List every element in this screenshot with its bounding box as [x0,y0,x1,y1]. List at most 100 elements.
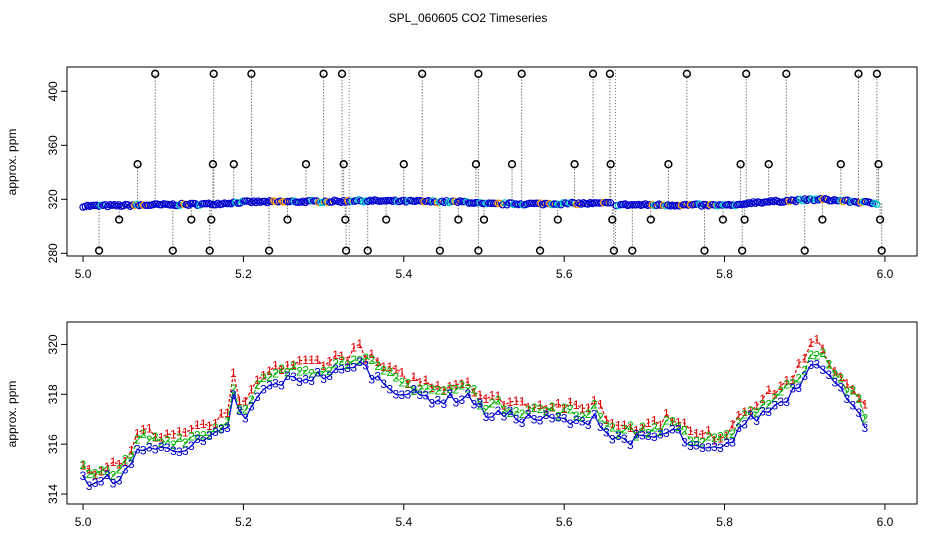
series-2-marker: 2 [392,371,399,385]
series-3-marker: 3 [429,397,436,411]
series-3-marker: 3 [651,430,658,444]
outlier-point [605,69,615,78]
series-2-marker: 2 [254,378,261,392]
outlier-point [664,160,673,169]
series-1-marker: 1 [272,358,279,372]
series-2-marker: 2 [248,393,255,407]
series-3-marker: 3 [194,432,201,446]
series-1-marker: 1 [98,464,105,478]
series-3-marker: 3 [164,441,171,455]
series-2-marker: 2 [471,382,478,396]
series-2-marker: 2 [296,364,303,378]
series-2-marker: 2 [416,382,423,396]
series-2-marker: 2 [735,416,742,430]
series-2-marker: 2 [429,382,436,396]
series-3-marker: 3 [849,399,856,413]
series-1-marker: 1 [753,399,760,413]
series-3-marker: 3 [591,407,598,421]
y-tick-label: 316 [46,434,60,454]
series-2-marker: 2 [579,410,586,424]
baseline-point [173,201,181,210]
outlier-point [570,160,579,169]
series-2-marker: 2 [549,400,556,414]
series-1-marker: 1 [597,398,604,412]
series-1-marker: 1 [837,370,844,384]
x-tick-label: 6.0 [877,267,894,281]
outlier-point [718,215,728,224]
series-1-marker: 1 [579,401,586,415]
series-2-marker: 2 [459,379,466,393]
baseline-point [552,200,561,208]
series-2-marker: 2 [134,433,141,447]
series-1-marker: 1 [639,422,646,436]
series-3-marker: 3 [687,439,694,453]
series-1-marker: 1 [856,391,863,405]
top-spikes [98,67,883,256]
outlier-point [382,215,391,224]
outlier-point [264,246,274,255]
series-2-marker: 2 [477,398,484,412]
series-3-marker: 3 [182,444,189,458]
series-1-marker: 1 [717,431,724,445]
series-2-marker: 2 [302,364,309,378]
series-2-marker: 2 [116,463,123,477]
series-1-marker: 1 [471,386,478,400]
series-2-marker: 2 [447,382,454,396]
series-3-marker: 3 [717,441,724,455]
outlier-point [588,69,598,78]
series-2-marker: 2 [338,354,345,368]
outlier-point [874,160,883,169]
series-1-marker: 1 [422,373,429,387]
series-2-marker: 2 [86,467,93,481]
series-1-marker: 1 [170,428,177,442]
baseline-point [832,196,841,205]
series-2-marker: 2 [441,384,448,398]
series-1-marker: 1 [416,376,423,390]
baseline-point [599,198,608,207]
series-2-marker: 2 [801,364,808,378]
x-tick-label: 5.0 [75,515,92,529]
y-tick-label: 314 [46,484,60,504]
series-3-marker: 3 [98,474,105,488]
series-3-marker: 3 [573,413,580,427]
series-1-marker: 1 [819,342,826,356]
series-3-marker: 3 [477,397,484,411]
series-2-marker: 2 [795,372,802,386]
series-1-marker: 1 [813,333,820,347]
series-1-marker: 1 [747,404,754,418]
y-tick-label: 318 [46,384,60,404]
series-3-marker: 3 [146,441,153,455]
series-2-marker: 2 [537,402,544,416]
series-2-marker: 2 [332,357,339,371]
series-3-marker: 3 [236,404,243,418]
series-2-marker: 2 [374,359,381,373]
outlier-point [435,246,445,255]
series-1-marker: 1 [489,389,496,403]
series-3-marker: 3 [128,457,135,471]
series-3-marker: 3 [465,387,472,401]
y-tick-label: 320 [46,334,60,354]
series-2-marker: 2 [104,464,111,478]
series-2-marker: 2 [206,428,213,442]
x-tick-label: 5.2 [235,515,252,529]
baseline-point [263,198,271,207]
outlier-point [454,215,463,224]
series-2-marker: 2 [669,415,676,429]
series-3-marker: 3 [723,436,730,450]
series-3-marker: 3 [579,414,586,428]
series-3-marker: 3 [104,468,111,482]
series-2-marker: 2 [723,427,730,441]
series-3-marker: 3 [230,388,237,402]
top-y-axis: 280 320 360 400 [46,81,67,263]
series-2-marker: 2 [543,405,550,419]
series-2-marker: 2 [110,468,117,482]
series-1-marker: 1 [862,398,869,412]
outlier-point [471,160,481,169]
series-1-marker: 1 [302,353,309,367]
series-3-marker: 3 [116,474,123,488]
series-3-marker: 3 [374,369,381,383]
series-2-marker: 2 [609,420,616,434]
series-1-marker: 1 [218,406,225,420]
series-3-marker: 3 [771,398,778,412]
series-1-marker: 1 [356,337,363,351]
